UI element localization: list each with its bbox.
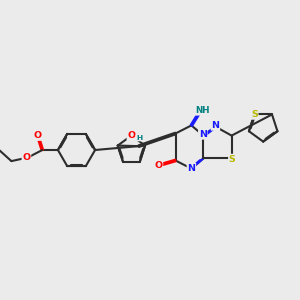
Text: N: N xyxy=(199,130,207,139)
Text: N: N xyxy=(212,121,219,130)
Text: H: H xyxy=(136,135,142,141)
Text: O: O xyxy=(127,131,136,140)
Text: O: O xyxy=(22,153,31,162)
Text: S: S xyxy=(229,154,236,164)
Text: O: O xyxy=(34,131,42,140)
Text: NH: NH xyxy=(196,106,210,115)
Text: O: O xyxy=(154,160,163,169)
Text: S: S xyxy=(251,110,258,119)
Text: N: N xyxy=(188,164,195,172)
